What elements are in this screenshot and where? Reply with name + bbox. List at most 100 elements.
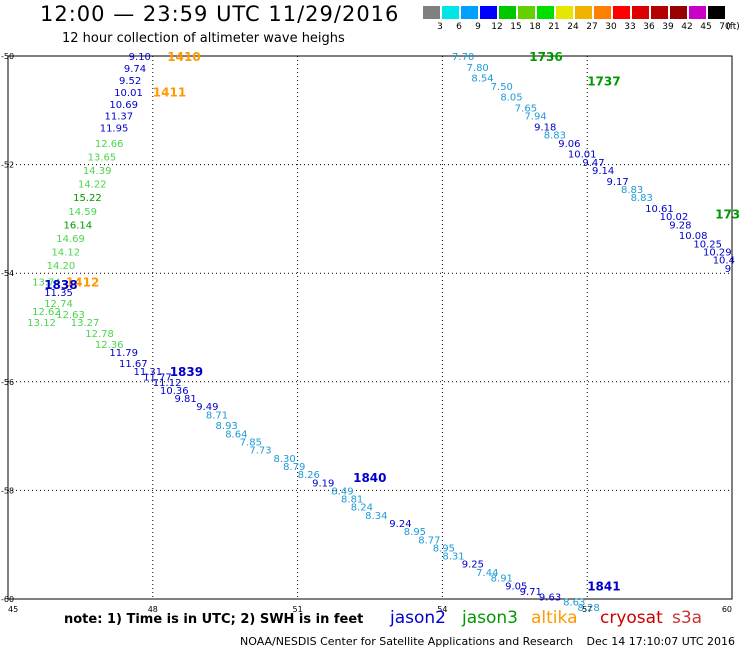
wave-height-label: 13.74 <box>32 277 61 288</box>
plot-frame <box>7 55 733 600</box>
wave-height-label: 10.61 <box>645 204 674 215</box>
pass-time-label: 1838 <box>44 278 77 292</box>
wave-height-label: 8.64 <box>225 429 247 440</box>
page-title: 12:00 — 23:59 UTC 11/29/2016 <box>40 2 400 26</box>
wave-height-label: 10.08 <box>679 231 708 242</box>
wave-height-label: 8.30 <box>273 454 295 465</box>
pass-time-label: 1738 <box>715 207 740 221</box>
wave-height-label: 8.63 <box>563 598 585 609</box>
scale-label: 33 <box>624 22 636 32</box>
scale-label: 21 <box>548 22 560 32</box>
wave-height-label: 9.10 <box>129 52 151 63</box>
scale-swatch <box>423 6 440 19</box>
wave-height-label: 8.31 <box>442 552 464 563</box>
wave-height-label: 8.83 <box>621 185 643 196</box>
scale-label: 27 <box>586 22 598 32</box>
scale-label: 15 <box>510 22 522 32</box>
wave-height-label: 10.01 <box>114 88 143 99</box>
wave-height-label: 8.95 <box>433 543 455 554</box>
wave-height-label: 13.12 <box>27 318 56 329</box>
legend-jason3: jason3 <box>462 608 518 628</box>
wave-height-label: 8.34 <box>365 511 387 522</box>
pass-time-label: 1412 <box>66 275 99 289</box>
wave-height-label: 7.94 <box>524 112 546 123</box>
wave-height-label: 7.85 <box>240 438 262 449</box>
wave-height-label: 9.14 <box>592 166 614 177</box>
wave-height-label: 7.50 <box>491 82 513 93</box>
wave-height-label: 7.80 <box>467 63 489 74</box>
wave-height-label: 9.49 <box>196 402 218 413</box>
scale-swatch <box>499 6 516 19</box>
wave-height-label: 8.28 <box>578 603 600 614</box>
wave-height-label: 8.95 <box>404 527 426 538</box>
legend-note: note: 1) Time is in UTC; 2) SWH is in fe… <box>64 612 364 627</box>
scale-label: 36 <box>643 22 655 32</box>
scale-label: 42 <box>681 22 693 32</box>
y-tick-label: -54 <box>1 269 14 278</box>
wave-height-label: 7.70 <box>452 52 474 63</box>
x-tick-label: 48 <box>148 605 158 614</box>
wave-height-label: 8.79 <box>283 462 305 473</box>
wave-height-label: 8.91 <box>491 573 513 584</box>
wave-height-label: 8.05 <box>500 93 522 104</box>
wave-height-label: 8.26 <box>298 470 320 481</box>
wave-height-label: 9.18 <box>534 123 556 134</box>
y-tick-label: -52 <box>1 161 14 170</box>
wave-height-label: 13.27 <box>71 318 100 329</box>
scale-swatch <box>461 6 478 19</box>
wave-height-label: 8.81 <box>341 495 363 506</box>
wave-height-label: 9.81 <box>175 394 197 405</box>
scale-swatch <box>651 6 668 19</box>
scale-swatch <box>556 6 573 19</box>
scale-label: 18 <box>529 22 541 32</box>
wave-height-label: 14.12 <box>51 247 80 258</box>
wave-height-label: 9.19 <box>312 478 334 489</box>
scale-swatch <box>670 6 687 19</box>
wave-height-label: 11.12 <box>153 378 182 389</box>
wave-height-label: 7.73 <box>249 446 271 457</box>
wave-height-label: 9.74 <box>124 64 146 75</box>
wave-height-label: 11.67 <box>119 359 148 370</box>
wave-height-label: 10.36 <box>160 386 189 397</box>
wave-height-label: 9.52 <box>119 76 141 87</box>
wave-height-label: 12.74 <box>44 299 73 310</box>
axis-ticks: 45 48 51 54 57 60 -50 -52 -54 -56 -58 -60 <box>1 52 732 614</box>
wave-height-label: 8.83 <box>631 193 653 204</box>
wave-height-label: 9.28 <box>669 220 691 231</box>
wave-height-label: 9 <box>725 264 731 275</box>
legend-s3a: s3a <box>672 608 703 628</box>
footer: NOAA/NESDIS Center for Satellite Applica… <box>240 635 735 648</box>
wave-height-label: 11.31 <box>133 367 162 378</box>
wave-height-label: 8.93 <box>216 421 238 432</box>
x-tick-label: 51 <box>293 605 303 614</box>
y-tick-label: -50 <box>1 52 14 61</box>
scale-label: 39 <box>662 22 674 32</box>
wave-height-label: 8.83 <box>544 131 566 142</box>
scale-swatch <box>632 6 649 19</box>
scale-swatch <box>613 6 630 19</box>
wave-height-label: 9.24 <box>389 519 411 530</box>
wave-height-label: 12.36 <box>95 340 124 351</box>
wave-height-label: 11.95 <box>100 124 129 135</box>
wave-height-label: 14.20 <box>47 261 76 272</box>
wave-height-label: 13.65 <box>88 152 117 163</box>
pass-time-label: 1841 <box>587 579 620 593</box>
x-tick-label: 60 <box>722 605 732 614</box>
wave-height-label: 10.4 <box>713 256 735 267</box>
pass-time-label: 1840 <box>353 471 386 485</box>
pass-time-label: 1839 <box>170 365 203 379</box>
wave-height-label: 12.62 <box>32 307 61 318</box>
y-tick-label: -58 <box>1 486 14 495</box>
wave-height-label: 9.17 <box>607 177 629 188</box>
scale-unit: (ft) <box>726 22 740 32</box>
grid-lines <box>8 56 732 599</box>
legend-altika: altika <box>531 608 578 628</box>
scale-label: 24 <box>567 22 579 32</box>
wave-height-label: 8.49 <box>331 486 353 497</box>
wave-height-label: 10.29 <box>703 247 732 258</box>
wave-height-label: 9.71 <box>520 587 542 598</box>
wave-height-label: 14.22 <box>78 180 107 191</box>
scale-label: 6 <box>456 22 462 32</box>
